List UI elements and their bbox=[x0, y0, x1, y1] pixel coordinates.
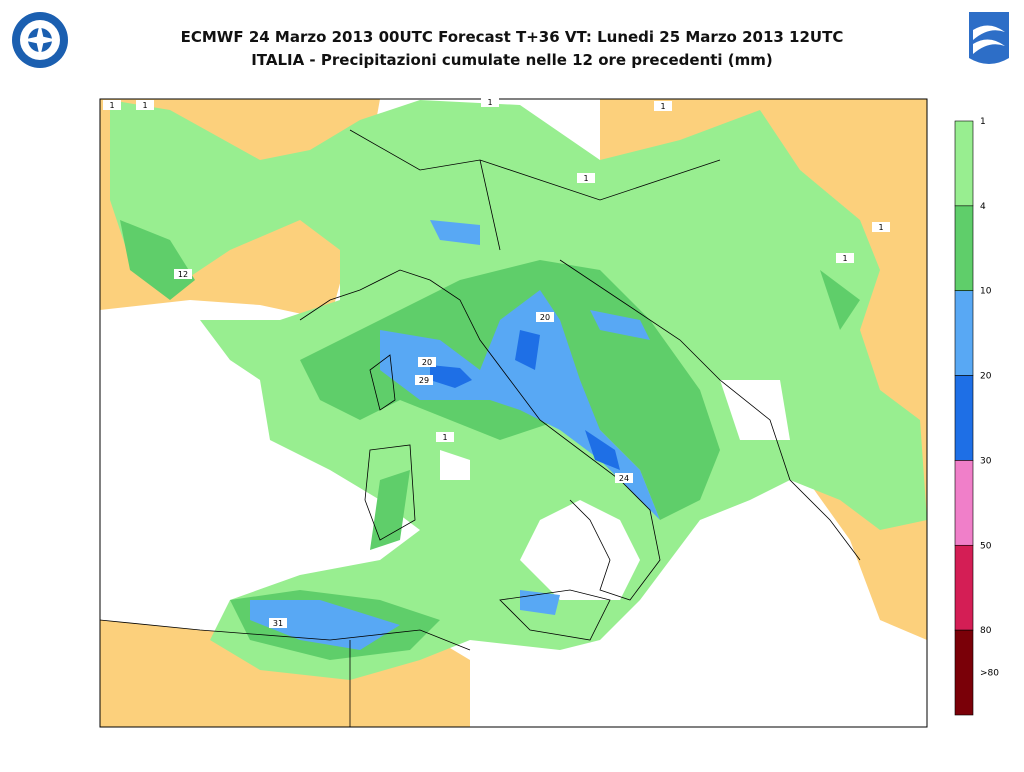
map-label: 1 bbox=[109, 101, 114, 110]
legend-swatch bbox=[954, 375, 974, 461]
map-label-box bbox=[174, 269, 192, 279]
title-line1: ECMWF 24 Marzo 2013 00UTC Forecast T+36 … bbox=[181, 28, 844, 46]
map-label-box bbox=[577, 173, 595, 183]
map-label: 12 bbox=[178, 270, 188, 279]
map-label-box bbox=[481, 97, 499, 107]
title-line2: ITALIA - Precipitazioni cumulate nelle 1… bbox=[251, 51, 773, 69]
map-label-box bbox=[615, 473, 633, 483]
map-label: 20 bbox=[422, 358, 432, 367]
map-label-box bbox=[436, 432, 454, 442]
map-labels: 12 20 20 29 24 31 1 1 1 1 1 1 1 1 bbox=[103, 97, 890, 628]
legend-label: 4 bbox=[980, 202, 986, 212]
logo-right bbox=[969, 12, 1009, 64]
map-label-box bbox=[872, 222, 890, 232]
map-label: 29 bbox=[419, 376, 429, 385]
map-label: 1 bbox=[842, 254, 847, 263]
map-label: 20 bbox=[540, 313, 550, 322]
legend-label: >80 bbox=[980, 669, 999, 679]
legend: 1 4 10 20 30 50 80 >80 bbox=[954, 117, 999, 716]
legend-label: 50 bbox=[980, 541, 992, 551]
map-label: 1 bbox=[583, 174, 588, 183]
legend-swatch bbox=[954, 120, 974, 207]
map-label-box bbox=[269, 618, 287, 628]
map-label-box bbox=[103, 100, 121, 110]
legend-label: 10 bbox=[980, 287, 992, 297]
map-label: 31 bbox=[273, 619, 283, 628]
legend-label: 1 bbox=[980, 117, 986, 127]
map-label: 1 bbox=[442, 433, 447, 442]
map-label-box bbox=[415, 375, 433, 385]
map-label: 1 bbox=[660, 102, 665, 111]
map-label: 24 bbox=[619, 474, 629, 483]
map-label-box bbox=[836, 253, 854, 263]
legend-swatch bbox=[954, 290, 974, 376]
map-label-box bbox=[136, 100, 154, 110]
legend-swatch bbox=[954, 205, 974, 292]
map-label-box bbox=[536, 312, 554, 322]
legend-swatch bbox=[954, 460, 974, 546]
map-label-box bbox=[654, 101, 672, 111]
legend-swatch bbox=[954, 544, 974, 631]
map bbox=[99, 99, 927, 727]
map-label-box bbox=[418, 357, 436, 367]
legend-swatch bbox=[954, 629, 974, 716]
legend-label: 80 bbox=[980, 626, 992, 636]
map-label: 1 bbox=[142, 101, 147, 110]
map-label: 1 bbox=[878, 223, 883, 232]
map-frame bbox=[99, 98, 928, 728]
map-label: 1 bbox=[487, 98, 492, 107]
legend-label: 30 bbox=[980, 456, 992, 466]
legend-label: 20 bbox=[980, 372, 992, 382]
logo-left bbox=[12, 12, 68, 68]
